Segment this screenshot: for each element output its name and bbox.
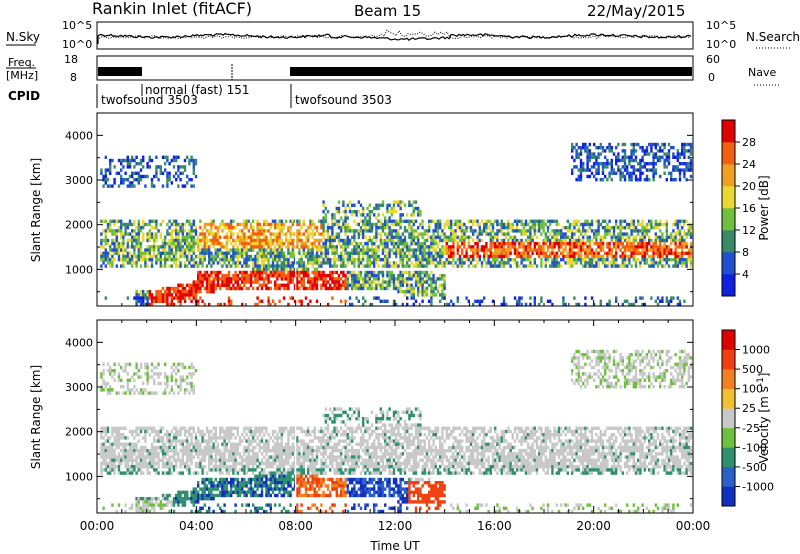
y-tick-label: 2000 [65,426,93,439]
colorbar-tick-label: 24 [742,158,756,171]
time-x-axis: 00:00 04:00 08:00 12:00 16:00 20:00 00:00 [80,300,711,533]
freq-label: Freq. [8,56,35,69]
freq-tick-bottom: 8 [70,71,77,84]
y-tick-label: 3000 [65,174,93,187]
nsearch-label: N.Search [746,30,800,44]
x-tick-label: 00:00 [80,519,115,533]
noise-tick-top-right: 10^5 [706,19,736,32]
freq-block-2 [290,67,692,76]
velocity-ylabel: Slant Range [km] [29,365,43,469]
colorbar-swatch [722,230,735,253]
colorbar-tick-label: 12 [742,224,756,237]
colorbar-tick-label: -1000 [742,480,774,493]
y-tick-label: 4000 [65,336,93,349]
colorbar-tick-label: 100 [742,383,763,396]
colorbar-tick-label: 28 [742,136,756,149]
colorbar-swatch [722,274,735,297]
x-tick-label: 04:00 [179,519,214,533]
power-colorbar: 4 8 12 16 20 24 28 [721,119,756,297]
station-title: Rankin Inlet (fitACF) [92,0,252,18]
colorbar-swatch [722,349,735,370]
velocity-heatmap [100,320,693,514]
noise-tick-bottom-right: 10^0 [706,38,736,51]
x-tick-label: 20:00 [576,519,611,533]
nave-tick-top: 60 [706,53,720,66]
y-tick-label: 2000 [65,219,93,232]
frequency-panel: Freq. [MHz] 18 8 60 0 Nave [6,53,780,86]
beam-label: Beam 15 [354,2,421,20]
colorbar-swatch [722,408,735,429]
y-tick-label: 1000 [65,263,93,276]
velocity-panel: 1000 2000 3000 4000 00:00 04:00 08:00 12:00 16:… [29,300,774,553]
time-axis-label: Time UT [369,539,420,553]
cpid-panel: CPID twofsound 3503 normal (fast) 151 tw… [8,83,392,108]
colorbar-tick-label: 16 [742,202,756,215]
velocity-colorbar: 1000 500 100 25 -25 -100 -500 -1000 [721,329,774,507]
colorbar-tick-label: 25 [742,402,756,415]
x-tick-label: 00:00 [676,519,711,533]
x-tick-label: 12:00 [378,519,413,533]
colorbar-swatch [722,120,735,143]
noise-panel: N.Sky N.Search 10^5 10^0 10^5 10^0 [6,19,800,51]
power-y-axis: 1000 2000 3000 4000 [65,129,693,293]
cpid-segment-3: twofsound 3503 [295,93,392,107]
colorbar-swatch [722,330,735,350]
power-heatmap [100,113,693,307]
colorbar-swatch [722,447,735,468]
colorbar-swatch [722,427,735,448]
x-tick-label: 08:00 [278,519,313,533]
nave-label: Nave [748,66,776,79]
colorbar-tick-label: -25 [742,422,760,435]
colorbar-tick-label: -100 [742,441,767,454]
cpid-label: CPID [8,89,40,103]
colorbar-tick-label: 20 [742,180,756,193]
colorbar-tick-label: 500 [742,363,763,376]
noise-tick-bottom-left: 10^0 [62,38,92,51]
freq-unit-label: [MHz] [6,69,38,82]
cpid-segment-2: normal (fast) 151 [145,83,249,97]
noise-tick-top-left: 10^5 [62,19,92,32]
colorbar-swatch [722,369,735,389]
colorbar-swatch [722,186,735,209]
colorbar-swatch [722,208,735,231]
y-tick-label: 4000 [65,129,93,142]
cpid-segment-1: twofsound 3503 [101,93,198,107]
y-tick-label: 1000 [65,470,93,483]
colorbar-swatch [722,486,735,507]
colorbar-swatch [722,466,735,487]
sky-noise-trace [97,32,692,44]
colorbar-swatch [722,388,735,409]
nsky-label: N.Sky [6,30,40,44]
colorbar-tick-label: 4 [742,268,749,281]
date-label: 22/May/2015 [587,2,685,20]
nave-tick-bottom: 0 [708,71,715,84]
colorbar-swatch [722,252,735,275]
power-colorbar-label: Power [dB] [757,175,771,240]
colorbar-swatch [722,164,735,187]
power-panel: 1000 2000 3000 4000 Slant Range [km] 4 8 12 16… [29,112,771,307]
x-tick-label: 16:00 [477,519,512,533]
velocity-colorbar-label: Velocity [m s-1] [756,373,771,464]
colorbar-swatch [722,142,735,165]
colorbar-tick-label: 1000 [742,344,770,357]
y-tick-label: 3000 [65,381,93,394]
colorbar-tick-label: -500 [742,461,767,474]
power-ylabel: Slant Range [km] [29,158,43,262]
freq-block-1 [98,67,142,76]
colorbar-tick-label: 8 [742,246,749,259]
velocity-y-axis: 1000 2000 3000 4000 [65,336,693,500]
freq-tick-top: 18 [64,53,78,66]
